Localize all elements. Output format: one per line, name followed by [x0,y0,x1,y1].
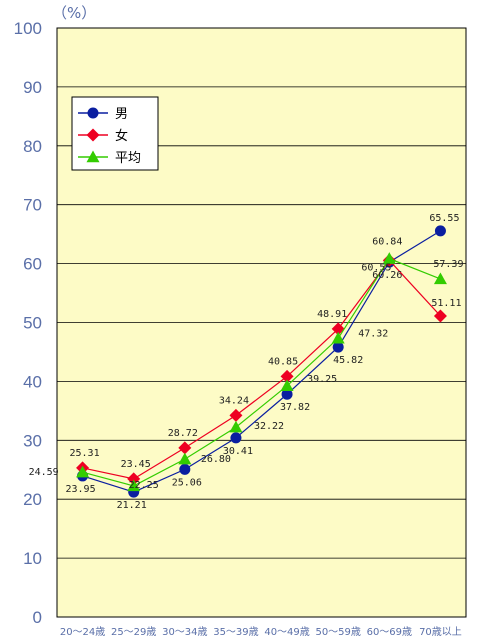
legend-label: 平均 [115,151,141,166]
x-tick-label: 25〜29歳 [111,626,156,638]
data-point [127,479,141,492]
data-label: 24.59 [29,467,59,478]
x-tick-label: 20〜24歳 [60,626,105,638]
legend-item: 男 [78,107,128,122]
series-line [82,230,441,493]
series-layer [76,225,447,498]
data-label: 23.95 [66,484,96,495]
data-point [229,420,243,433]
data-point [280,379,294,392]
data-point [230,432,242,444]
data-label: 37.82 [280,402,310,413]
data-label: 57.39 [433,259,463,270]
x-tick-label: 40〜49歳 [264,626,309,638]
y-tick-label: 90 [23,78,42,97]
data-label: 39.25 [307,374,337,385]
data-label: 60.26 [372,270,402,281]
data-point [332,341,344,353]
data-point [434,225,446,237]
series-3 [76,252,447,492]
data-label: 25.06 [172,477,202,488]
data-point [178,441,192,455]
data-labels-layer: 23.95 21.21 25.06 30.41 37.82 45.82 60.26 65.55… [29,213,464,511]
data-point [433,309,447,323]
data-label: 40.85 [268,356,298,367]
y-tick-label: 50 [23,314,42,333]
data-label: 48.91 [317,309,347,320]
data-point [281,388,293,400]
data-point [178,452,192,465]
data-point [76,465,90,478]
data-label: 45.82 [333,355,363,366]
data-point [127,472,141,486]
y-tick-label: 70 [23,196,42,215]
data-label: 47.32 [358,328,388,339]
data-label: 22.25 [129,480,159,491]
data-point [280,369,294,383]
data-point [179,463,191,475]
y-tick-label: 30 [23,431,42,450]
data-label: 65.55 [429,213,459,224]
legend-marker [86,150,100,163]
y-tick-label: 0 [33,608,42,627]
x-axis-ticks: 20〜24歳 25〜29歳 30〜34歳 35〜39歳 40〜49歳 50〜59歳 60〜6… [60,626,462,638]
legend-label: 女 [115,128,128,144]
y-tick-label: 10 [23,549,42,568]
data-point [433,272,447,285]
y-tick-label: 100 [14,19,42,38]
data-label: 30.41 [223,446,253,457]
data-label: 28.72 [168,428,198,439]
x-tick-label: 35〜39歳 [213,626,258,638]
legend-marker [86,128,100,142]
data-label: 34.24 [219,395,249,406]
y-axis-label: （%） [52,4,96,22]
legend-marker [87,107,99,119]
data-label: 32.22 [254,421,284,432]
data-label: 60.84 [372,237,402,248]
data-point [229,408,243,422]
data-label: 21.21 [117,500,147,511]
legend-label: 男 [115,107,128,122]
data-label: 23.45 [121,459,151,470]
x-tick-label: 50〜59歳 [315,626,360,638]
y-tick-label: 80 [23,137,42,156]
y-tick-label: 40 [23,372,42,391]
x-tick-label: 70歳以上 [419,626,462,638]
legend-item: 女 [78,128,128,144]
grid-lines [57,86,466,559]
legend-item: 平均 [78,150,141,166]
data-label: 25.31 [70,448,100,459]
data-point [382,252,396,264]
x-tick-label: 60〜69歳 [367,626,412,638]
legend-box [71,96,159,171]
y-tick-label: 60 [23,255,42,274]
data-label: 26.80 [201,454,231,465]
data-label: 51.11 [431,298,461,309]
data-label: 60.55 [361,262,391,273]
y-tick-label: 20 [23,490,42,509]
y-axis-ticks: 0 10 20 30 40 50 60 70 80 90 100 [14,19,42,627]
series-line [82,257,441,487]
x-tick-label: 30〜34歳 [162,626,207,638]
data-point [331,331,345,344]
